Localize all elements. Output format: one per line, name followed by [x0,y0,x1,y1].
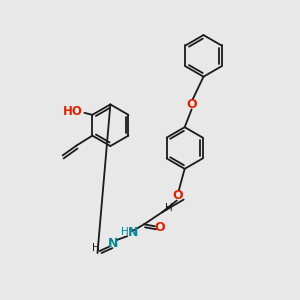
Text: O: O [154,221,165,234]
Text: N: N [108,237,118,250]
Text: H: H [92,243,99,253]
Text: N: N [128,226,138,239]
Text: H: H [122,227,129,237]
Text: O: O [172,189,183,202]
Text: H: H [165,203,173,214]
Text: HO: HO [63,105,82,119]
Text: O: O [186,98,197,111]
